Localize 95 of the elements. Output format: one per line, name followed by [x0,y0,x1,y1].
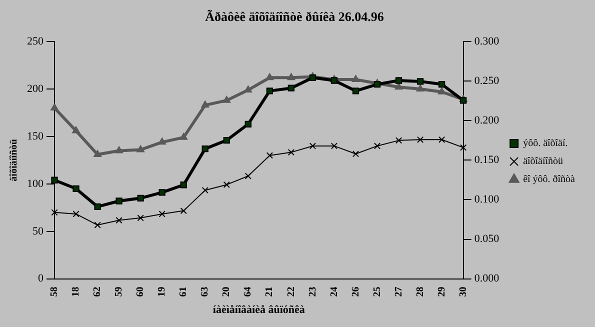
point [352,150,360,158]
point [438,87,446,94]
point [136,145,145,152]
point [416,84,424,92]
point [460,144,467,151]
x-tick-label: 62 [92,286,104,297]
point [180,132,188,140]
point [244,172,252,180]
point [158,189,166,196]
point [72,126,80,134]
point [395,137,402,144]
x-tick-label: 20 [221,286,232,297]
x-tick-label: 18 [70,286,82,297]
point [158,138,166,145]
point [158,210,166,218]
x-tick-label: 60 [135,286,146,297]
x-tick-label: 26 [350,286,362,297]
y-tick-label: 150 [27,130,44,142]
x-tick-label: 61 [178,286,190,297]
x-tick-label: 19 [156,286,168,297]
point [330,77,338,84]
point [352,88,360,94]
point [137,214,144,222]
x-tick-label: 28 [414,286,426,297]
point [394,82,403,90]
point [94,222,101,228]
legend-label: ýôô. äîõîäí. [523,138,568,150]
point [115,146,124,154]
point [266,73,274,80]
point [94,150,102,158]
point [201,100,210,108]
y2-tick-label: 0.250 [474,75,500,88]
x-tick-label: 25 [372,286,383,297]
x-tick-label: 27 [393,286,404,297]
point [266,88,273,94]
point [374,142,381,150]
legend-label: êî ýôô. ðîñòà [523,174,576,186]
y2-tick-label: 0.050 [474,233,500,246]
y-tick-label: 0 [38,272,44,285]
point [266,152,273,159]
point [94,203,101,210]
point [180,207,187,214]
point [116,198,122,204]
legend-label: äîõîäíîñòü [523,156,564,168]
x-tick-label: 22 [286,286,297,297]
point [395,77,402,84]
point [222,96,231,103]
x-tick-label: 63 [200,286,211,297]
point [51,209,58,216]
point [416,78,424,85]
x-tick-label: 30 [458,286,469,297]
y2-tick-label: 0.100 [474,194,500,206]
y2-tick-label: 0.200 [474,114,500,127]
x-tick-label: 23 [307,286,318,297]
point [287,73,296,80]
chart-title: Ãðàôèê äîõîäíîñòè ðûíêà 26.04.96 [205,9,384,24]
point [309,74,316,81]
point [244,85,252,92]
y-tick-label: 250 [27,35,44,48]
y-tick-label: 50 [32,225,44,238]
point [180,182,187,188]
x-tick-label: 21 [264,286,276,297]
y-axis-title: äîõîäíîñòü [8,138,20,182]
point [137,194,144,202]
point [244,120,252,128]
point [374,80,381,88]
point [116,216,122,224]
y-tick-label: 100 [27,178,44,190]
y2-tick-label: 0.000 [474,272,500,285]
y-tick-label: 200 [27,82,44,95]
x-tick-label: 58 [49,286,60,297]
x-axis-title: íàèìåíîâàíèå âûïóñêà [212,304,306,316]
point [352,75,360,82]
y2-tick-label: 0.300 [474,35,500,48]
x-tick-label: 29 [436,286,448,297]
point [51,176,58,184]
point [223,181,230,188]
point [223,136,230,144]
point [288,148,295,156]
point [202,186,208,194]
x-tick-label: 24 [328,286,340,297]
point [438,80,446,88]
y2-tick-label: 0.150 [474,154,500,166]
point [202,145,208,152]
point [309,142,316,150]
x-tick-label: 64 [242,286,254,297]
point [460,97,467,104]
point [72,185,80,192]
x-tick-label: 59 [114,286,125,297]
point [416,136,424,143]
point [50,104,58,111]
point [72,210,80,218]
point [330,142,338,150]
point [438,136,446,143]
point [288,84,295,92]
